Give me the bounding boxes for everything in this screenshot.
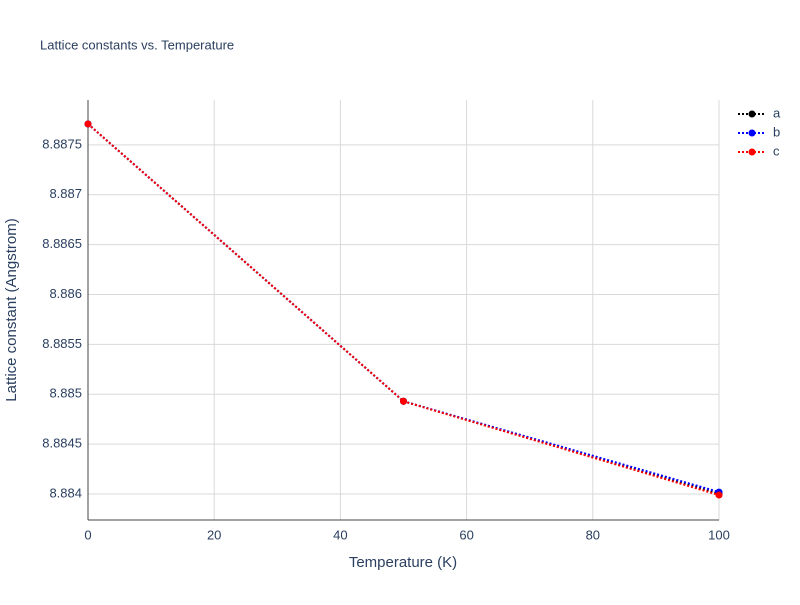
x-tick-label: 40 (333, 527, 347, 542)
legend-label: c (773, 143, 780, 158)
y-tick-label: 8.886 (49, 286, 82, 301)
legend-marker (748, 110, 756, 118)
y-tick-label: 8.884 (49, 485, 82, 500)
legend-label: b (773, 124, 780, 139)
y-tick-label: 8.8865 (42, 236, 82, 251)
x-tick-label: 20 (207, 527, 221, 542)
legend-marker (748, 129, 756, 137)
y-tick-label: 8.885 (49, 386, 82, 401)
series-line (87, 123, 720, 496)
data-point (84, 120, 92, 128)
x-axis-label: Temperature (K) (349, 554, 457, 571)
x-tick-label: 80 (586, 527, 600, 542)
y-axis-label: Lattice constant (Angstrom) (3, 218, 20, 401)
y-tick-label: 8.8845 (42, 436, 82, 451)
legend-label: a (773, 105, 781, 120)
y-tick-label: 8.887 (49, 186, 82, 201)
series-line (87, 123, 720, 494)
chart-title: Lattice constants vs. Temperature (40, 37, 234, 52)
data-point (400, 397, 407, 405)
x-tick-label: 0 (84, 527, 91, 542)
y-tick-label: 8.8855 (42, 336, 82, 351)
data-point (715, 491, 723, 499)
x-tick-label: 60 (459, 527, 473, 542)
x-tick-label: 100 (708, 527, 730, 542)
y-tick-label: 8.8875 (42, 136, 82, 151)
legend-marker (748, 148, 756, 156)
series-line (87, 123, 720, 497)
